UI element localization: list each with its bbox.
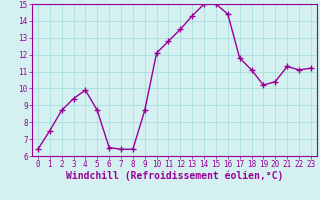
X-axis label: Windchill (Refroidissement éolien,°C): Windchill (Refroidissement éolien,°C) (66, 171, 283, 181)
